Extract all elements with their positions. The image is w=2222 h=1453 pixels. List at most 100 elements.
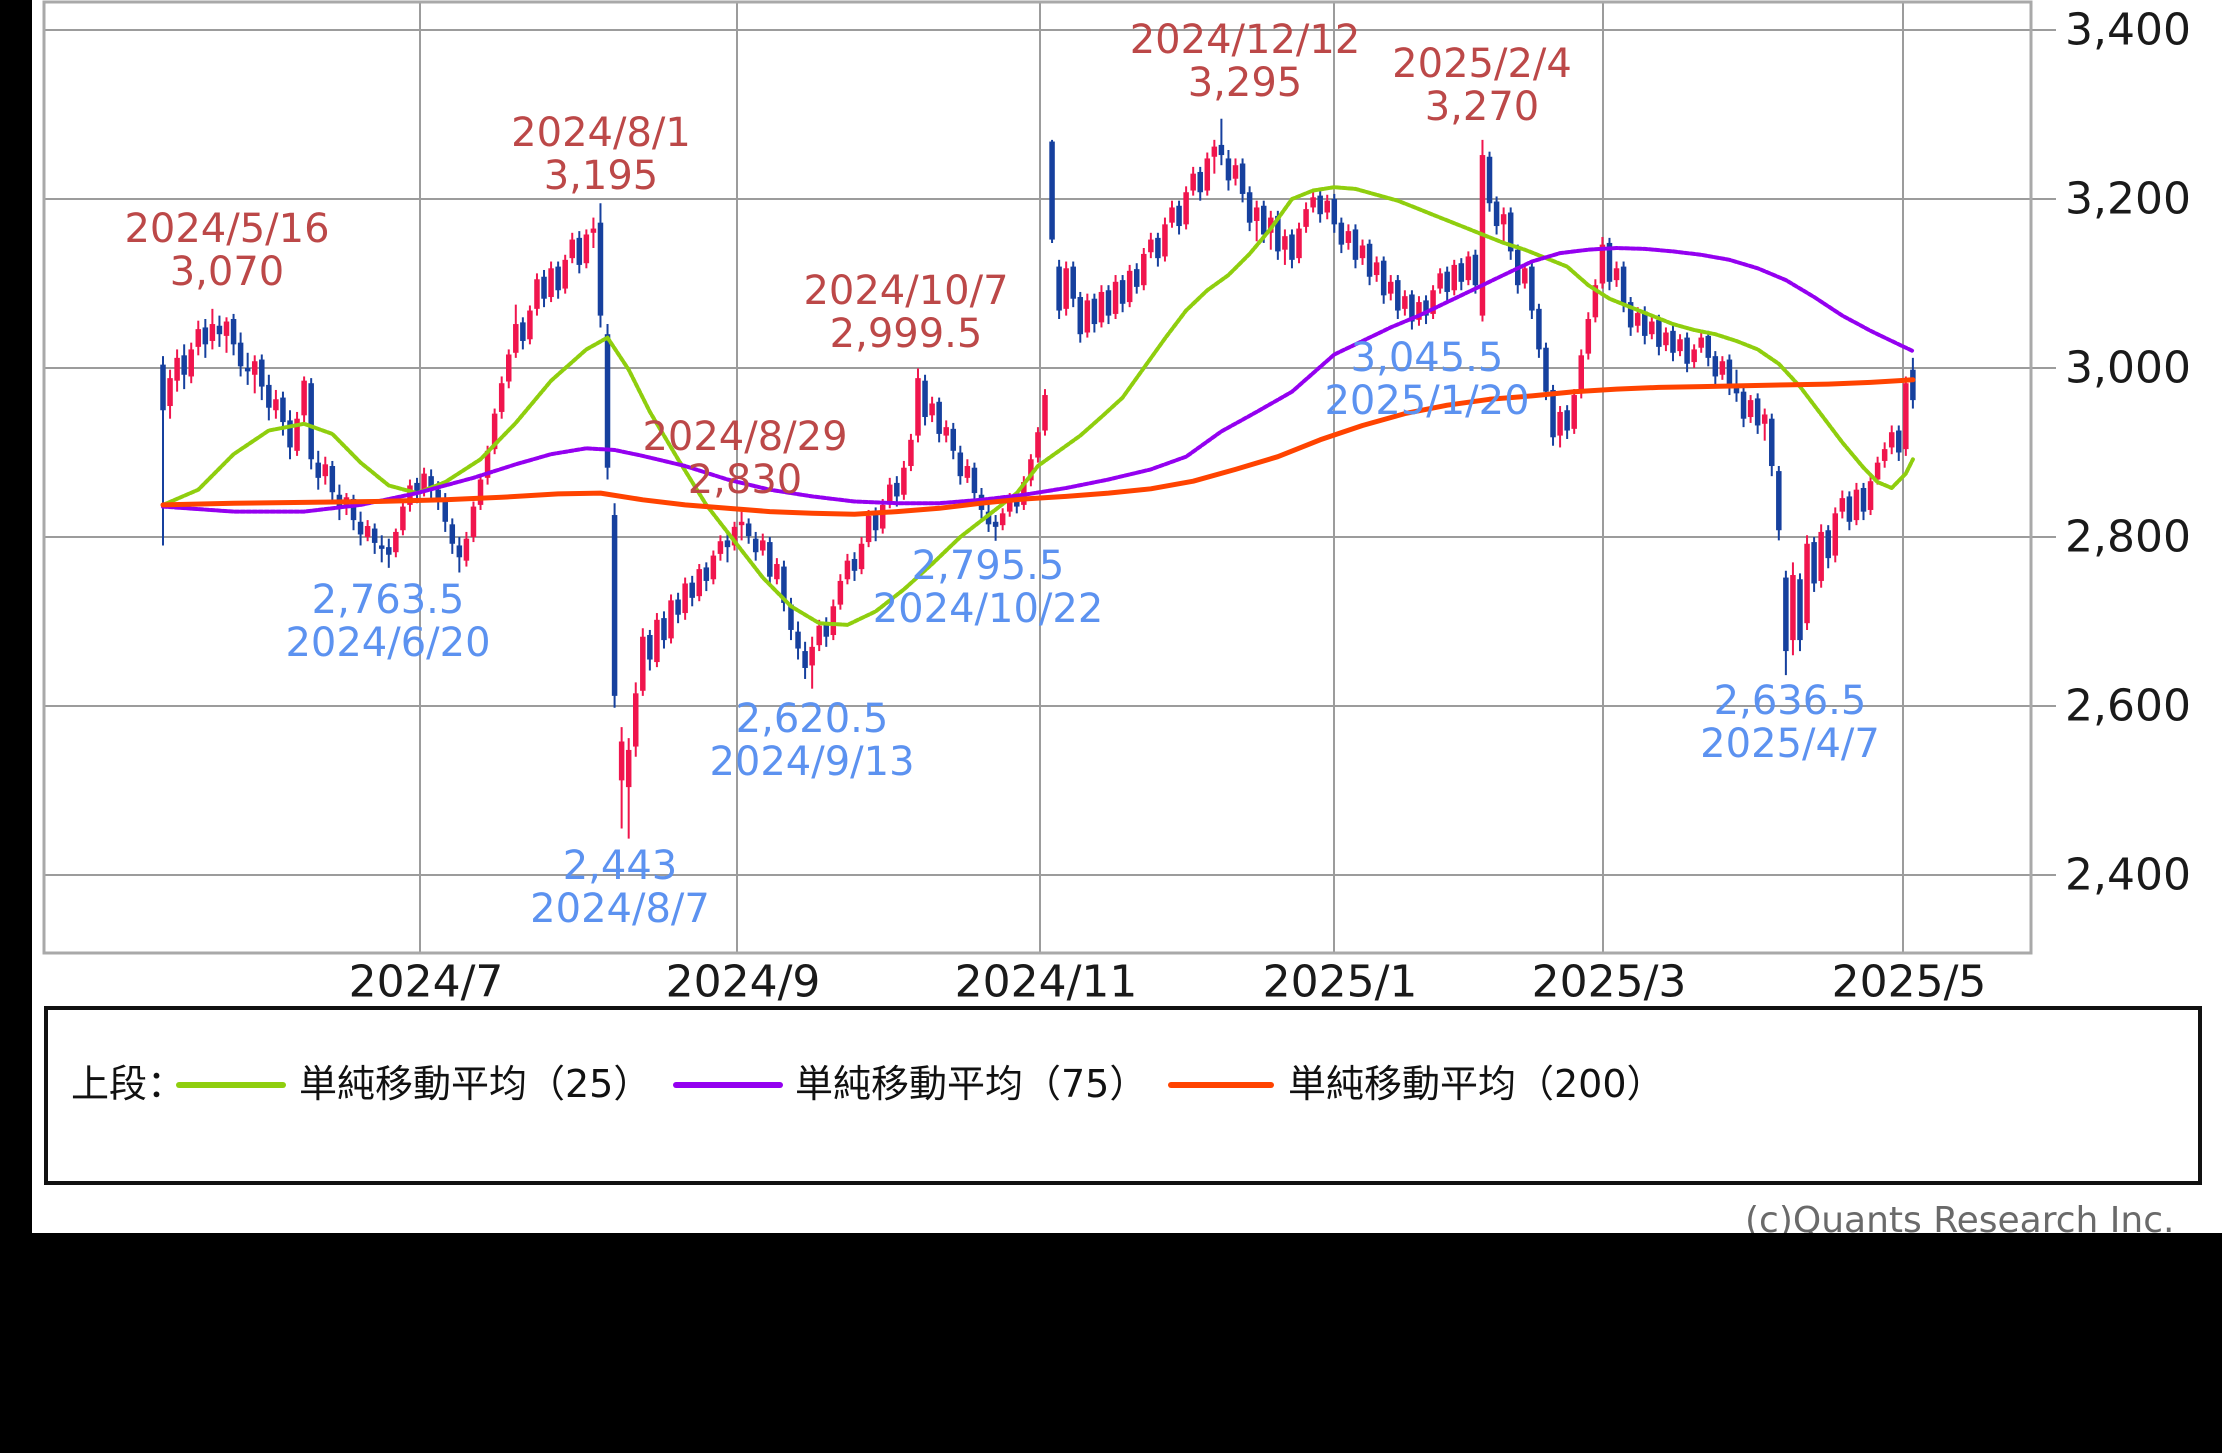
candle-body: [788, 604, 794, 630]
candle-body: [1769, 418, 1775, 467]
candle-body: [851, 558, 858, 571]
candle-body: [1204, 158, 1211, 191]
candle-body: [1049, 141, 1055, 240]
candle-body: [879, 504, 886, 529]
candle-body: [929, 403, 935, 416]
legend-item-sma25-label: 単純移動平均（25）: [299, 1062, 652, 1106]
candle-body: [280, 397, 286, 423]
candle-body: [484, 450, 491, 478]
high-annotation: 2024/5/16: [124, 206, 329, 252]
candle-body: [1310, 197, 1316, 208]
candle-body: [985, 511, 992, 525]
legend-item-sma75-label: 単純移動平均（75）: [795, 1062, 1148, 1106]
candle-body: [816, 625, 822, 646]
candle-body: [266, 384, 272, 408]
candle-body: [1218, 144, 1225, 156]
candle-body: [604, 334, 611, 468]
candle-body: [767, 542, 773, 577]
candle-body: [1522, 268, 1528, 284]
candle-body: [774, 564, 780, 580]
candle-body: [1585, 318, 1592, 354]
candle-body: [1211, 146, 1218, 157]
candle-body: [1253, 207, 1260, 221]
candle-body: [682, 583, 688, 614]
candle-body: [795, 631, 801, 649]
candle-body: [1282, 236, 1288, 250]
candle-body: [760, 540, 766, 551]
candle-body: [251, 361, 258, 375]
candle-body: [1141, 253, 1147, 286]
candle-body: [1133, 269, 1140, 287]
x-axis-label: 2025/1: [1263, 957, 1418, 1006]
legend-prefix-label: 上段：: [71, 1062, 186, 1106]
high-annotation: 2024/12/12: [1130, 17, 1361, 63]
candle-body: [1225, 158, 1232, 181]
candle-body: [1063, 268, 1069, 309]
candle-body: [1303, 209, 1309, 227]
candle-body: [1712, 356, 1719, 377]
candle-body: [1232, 165, 1239, 179]
candle-body: [456, 545, 463, 558]
candle-body: [1352, 229, 1359, 260]
candle-body: [294, 418, 300, 451]
candle-body: [640, 636, 646, 691]
candle-body: [1289, 234, 1295, 260]
candle-body: [167, 378, 173, 407]
candle-body: [555, 266, 561, 291]
candle-body: [1888, 432, 1895, 448]
candle-body: [1529, 266, 1535, 311]
candle-body: [915, 378, 921, 436]
candle-body: [1416, 302, 1422, 320]
candle-body: [887, 484, 893, 504]
candle-body: [1613, 268, 1620, 281]
candle-body: [1740, 391, 1747, 419]
candle-body: [844, 560, 851, 580]
candle-body: [1719, 361, 1726, 375]
candle-body: [1091, 298, 1098, 325]
candle-body: [1860, 487, 1867, 512]
candle-body: [1373, 262, 1380, 276]
candle-body: [1155, 237, 1161, 259]
candle-body: [583, 234, 590, 264]
candle-body: [1691, 349, 1697, 363]
candle-body: [1458, 263, 1465, 282]
low-annotation: 2024/9/13: [709, 739, 914, 785]
candle-body: [781, 566, 787, 603]
candle-body: [957, 452, 964, 477]
candle-body: [1126, 270, 1133, 303]
candle-body: [1098, 291, 1105, 323]
candle-body: [1663, 332, 1669, 346]
candle-body: [668, 600, 674, 639]
candle-body: [442, 501, 448, 522]
candle-body: [1409, 294, 1415, 322]
y-axis-label: 3,000: [2065, 343, 2191, 394]
candle-body: [1684, 337, 1690, 364]
x-axis-label: 2024/9: [666, 957, 821, 1006]
candle-body: [1783, 577, 1789, 652]
candle-body: [1338, 222, 1345, 245]
candle-body: [230, 318, 237, 345]
candle-body: [1564, 410, 1570, 431]
plot-border: [42, 0, 2033, 955]
candle-body: [830, 606, 837, 636]
candle-body: [908, 439, 914, 467]
candle-body: [1239, 163, 1246, 194]
candle-body: [1543, 347, 1549, 392]
candle-body: [1148, 239, 1154, 253]
candle-body: [1797, 579, 1803, 641]
candle-body: [498, 383, 505, 412]
candle-body: [322, 464, 329, 477]
candle-body: [188, 349, 194, 377]
y-axis-label: 2,800: [2065, 512, 2191, 563]
candle-body: [1550, 389, 1556, 438]
candle-body: [1578, 355, 1585, 394]
candle-body: [244, 368, 251, 372]
candle-body: [181, 355, 187, 375]
candle-body: [329, 466, 336, 493]
candle-body: [1649, 321, 1655, 335]
candle-body: [209, 324, 216, 341]
candle-body: [1500, 214, 1507, 225]
candle-body: [611, 515, 618, 696]
candle-body: [1056, 266, 1062, 311]
candle-body: [287, 420, 293, 448]
